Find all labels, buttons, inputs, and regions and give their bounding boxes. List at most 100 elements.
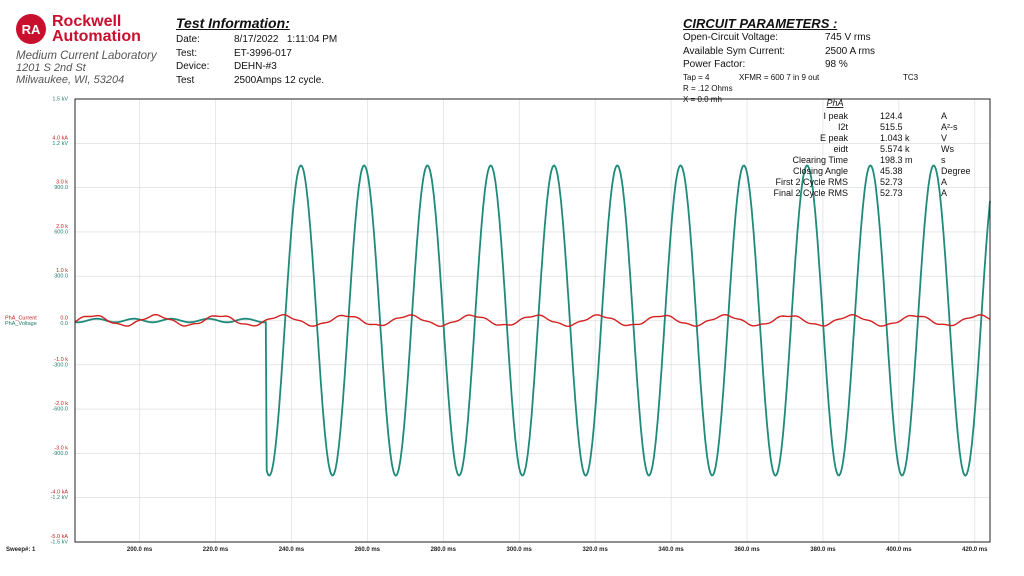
test-info-row: Date: 8/17/2022 1:11:04 PM xyxy=(176,33,337,47)
chart-title: PhA xyxy=(826,98,843,108)
y-tick-label-voltage: -600.0 xyxy=(52,407,68,413)
y-tick-label-voltage: -1.2 kV xyxy=(51,495,69,501)
y-tick-label-current: -1.0 k xyxy=(54,357,68,363)
series-line-current xyxy=(74,313,991,328)
rockwell-logo-icon: RA xyxy=(16,14,46,44)
y-tick-label-voltage: -300.0 xyxy=(52,362,68,368)
measurement-value: 5.574 k xyxy=(880,144,910,154)
x-tick-label: 280.0 ms xyxy=(431,547,457,553)
circuit-param-value: 98 % xyxy=(825,59,848,70)
y-tick-label-current: 1.0 k xyxy=(56,268,68,274)
y-tick-label-current: 0.0 xyxy=(60,316,68,322)
x-axis-ticks: 200.0 ms 220.0 ms 240.0 ms 260.0 ms 280.0 ms… xyxy=(6,547,988,553)
brand-line1: Rockwell xyxy=(52,13,122,30)
brand-line2: Automation xyxy=(52,28,141,45)
lab-address: Medium Current Laboratory 1201 S 2nd St … xyxy=(16,50,157,86)
y-tick-label-voltage: 600.0 xyxy=(54,229,68,235)
measurement-unit: A xyxy=(941,111,947,121)
x-tick-label: 400.0 ms xyxy=(886,547,912,553)
y-tick-label-current: -5.0 kA xyxy=(51,534,69,540)
measurement-unit: V xyxy=(941,133,947,143)
test-info-label: Device: xyxy=(176,61,210,72)
y-tick-label-voltage: 1.5 kV xyxy=(52,97,68,103)
x-tick-label: 300.0 ms xyxy=(507,547,533,553)
y-tick-label-voltage: 0.0 xyxy=(60,321,68,327)
measurement-unit: s xyxy=(941,155,946,165)
measurement-name: I peak xyxy=(823,111,848,121)
measurement-value: 198.3 m xyxy=(880,155,913,165)
measurement-value: 515.5 xyxy=(880,122,903,132)
y-tick-label-voltage: 1.2 kV xyxy=(52,141,68,147)
measurement-value: 52.73 xyxy=(880,177,903,187)
address-line2: Milwaukee, WI, 53204 xyxy=(16,74,125,86)
logo-initials: RA xyxy=(21,21,41,37)
test-info-label: Test xyxy=(176,74,195,86)
circuit-param-label: Available Sym Current: xyxy=(683,45,786,57)
test-info-row: Device: DEHN-#3 xyxy=(176,60,337,74)
circuit-tap-row: Tap = 4 XFMR = 600 7 in 9 out TC3 xyxy=(683,72,923,83)
circuit-param-label: Power Factor: xyxy=(683,59,746,70)
x-tick-label: 340.0 ms xyxy=(658,547,684,553)
x-tick-label: 380.0 ms xyxy=(810,547,836,553)
y-tick-label-voltage: 300.0 xyxy=(54,274,68,280)
y-tick-label-current: 4.0 kA xyxy=(52,135,68,141)
y-tick-label-voltage: -1.5 kV xyxy=(51,540,69,546)
circuit-params-title: CIRCUIT PARAMETERS : xyxy=(683,16,838,31)
r-text: R = .12 Ohms xyxy=(683,83,733,93)
tc-text: TC3 xyxy=(903,72,919,82)
measurement-name: Closing Angle xyxy=(793,166,848,176)
chart-grid xyxy=(75,99,990,542)
brand-name: Rockwell Automation xyxy=(52,13,141,45)
chart-series xyxy=(74,164,991,477)
y-tick-label-current: 3.0 k xyxy=(56,180,68,186)
circuit-param-row: Power Factor: 98 % xyxy=(683,58,923,72)
test-info-value: DEHN-#3 xyxy=(234,61,277,72)
x-tick-label: 260.0 ms xyxy=(355,547,381,553)
measurement-unit: A²-s xyxy=(941,122,958,132)
test-info-label: Test: xyxy=(176,47,198,59)
xfmr-text: XFMR = 600 7 in 9 out xyxy=(739,72,820,82)
y-tick-label-voltage: 900.0 xyxy=(54,185,68,191)
test-info-value: ET-3996-017 xyxy=(234,47,292,59)
y-tick-label-current: 5.0 kA xyxy=(52,96,68,97)
test-info-row: Test 2500Amps 12 cycle. xyxy=(176,74,337,88)
y-tick-label-current: -4.0 kA xyxy=(51,490,69,496)
y-tick-label-current: -3.0 k xyxy=(54,445,68,451)
measurement-value: 1.043 k xyxy=(880,133,910,143)
series-label-voltage: PhA_Voltage xyxy=(5,321,37,327)
plot-frame xyxy=(74,98,991,543)
circuit-param-row: Available Sym Current: 2500 A rms xyxy=(683,45,923,59)
circuit-param-value: 2500 A rms xyxy=(825,45,876,57)
circuit-params-table: Open-Circuit Voltage: 745 V rms Available… xyxy=(683,31,923,105)
measurement-name: E peak xyxy=(820,133,849,143)
x-tick-label: 240.0 ms xyxy=(279,547,305,553)
y-tick-label-current: -2.0 k xyxy=(54,401,68,407)
test-info-value: 2500Amps 12 cycle. xyxy=(234,74,325,86)
circuit-param-label: Open-Circuit Voltage: xyxy=(683,32,779,43)
series-line-voltage xyxy=(74,164,991,477)
circuit-param-row: Open-Circuit Voltage: 745 V rms xyxy=(683,31,923,45)
measurement-name: eidt xyxy=(833,144,848,154)
x-tick-label: 320.0 ms xyxy=(582,547,608,553)
test-info-label: Date: xyxy=(176,34,200,45)
y-tick-label-current: 2.0 k xyxy=(56,224,68,230)
measurement-name: I2t xyxy=(838,122,849,132)
series-label-current: PhA_Current xyxy=(5,316,37,322)
measurement-panel: PhA I peak 124.4 A I2t 515.5 A²-s E peak 1.043 k… xyxy=(773,98,970,198)
x-tick-label: 220.0 ms xyxy=(203,547,229,553)
address-line1: 1201 S 2nd St xyxy=(16,62,86,74)
tap-text: Tap = 4 xyxy=(683,72,710,82)
lab-name: Medium Current Laboratory xyxy=(16,50,157,62)
measurement-unit: Degree xyxy=(941,166,971,176)
measurement-value: 52.73 xyxy=(880,188,903,198)
measurement-unit: A xyxy=(941,188,947,198)
y-tick-label-voltage: -900.0 xyxy=(52,451,68,457)
measurement-name: Clearing Time xyxy=(792,155,848,165)
measurement-value: 124.4 xyxy=(880,111,903,121)
x-tick-label: 360.0 ms xyxy=(734,547,760,553)
measurement-unit: A xyxy=(941,177,947,187)
measurement-value: 45.38 xyxy=(880,166,903,176)
test-info-value: 8/17/2022 1:11:04 PM xyxy=(234,34,338,45)
